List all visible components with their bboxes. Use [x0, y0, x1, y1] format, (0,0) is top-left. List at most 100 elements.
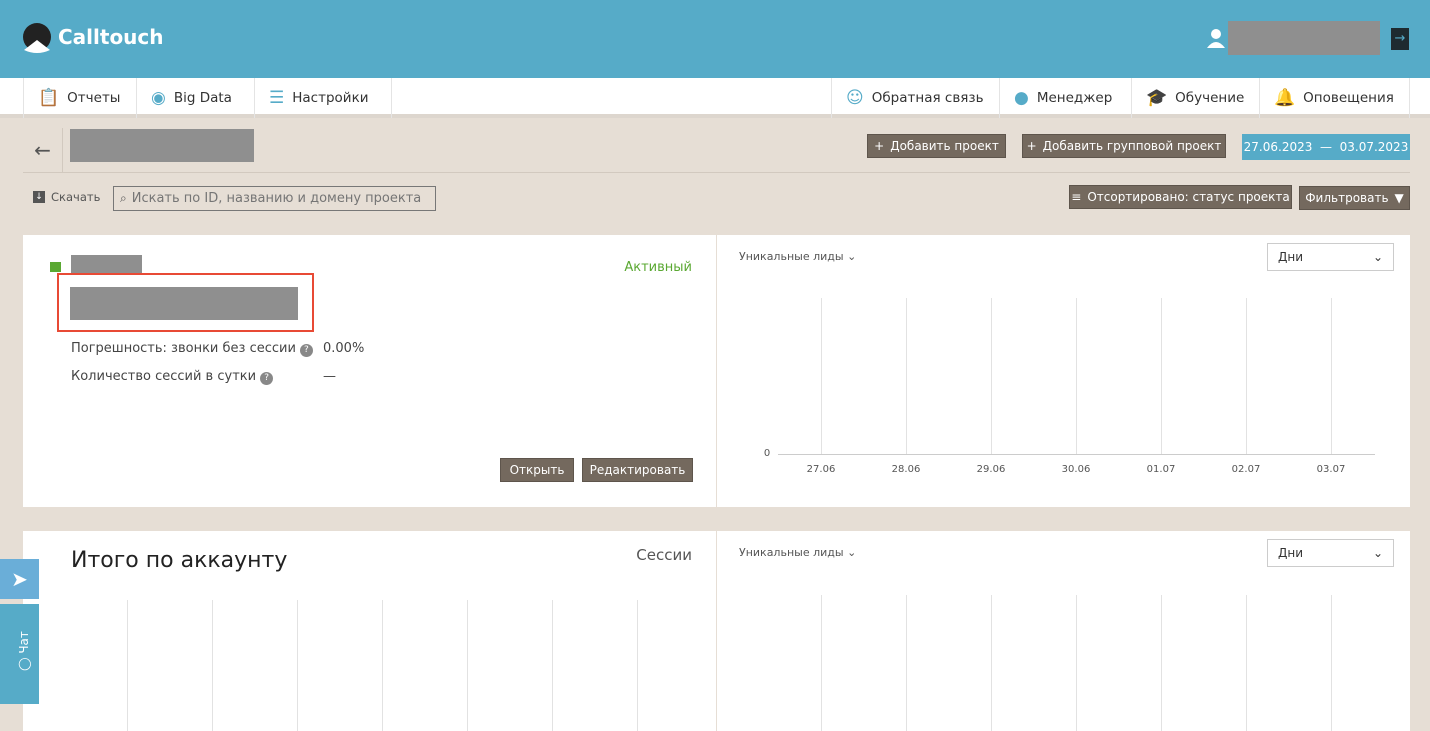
headset-icon: ● — [1014, 88, 1029, 108]
nav-label: Обратная связь — [871, 90, 984, 106]
download-button[interactable]: ↓ Скачать — [33, 190, 100, 204]
nav-reports[interactable]: 📋 Отчеты — [23, 78, 137, 118]
divider — [716, 235, 717, 507]
gridline — [552, 600, 553, 731]
chevron-down-icon: ⌄ — [1372, 546, 1383, 560]
x-tick-label: 02.07 — [1231, 464, 1261, 475]
button-label: Добавить проект — [890, 139, 999, 153]
gridline — [1246, 298, 1247, 454]
add-project-button[interactable]: + Добавить проект — [867, 134, 1006, 158]
x-tick-label: 28.06 — [891, 464, 921, 475]
chevron-down-icon: ⌄ — [1372, 250, 1383, 264]
project-name-redacted[interactable] — [70, 287, 298, 320]
total-title: Итого по аккаунту — [71, 548, 288, 573]
nav-feedback[interactable]: ☺ Обратная связь — [831, 78, 1000, 118]
top-header: Calltouch → — [0, 0, 1430, 78]
main-nav: 📋 Отчеты ◉ Big Data ☰ Настройки ☺ Обратная с… — [0, 78, 1430, 118]
plus-icon: + — [1026, 139, 1037, 153]
plus-icon: + — [874, 139, 885, 153]
filter-button[interactable]: Фильтровать ▼ — [1299, 186, 1410, 210]
telegram-icon[interactable]: ➤ — [0, 559, 39, 599]
gridline — [991, 298, 992, 454]
back-arrow-icon[interactable]: ← — [23, 128, 63, 172]
help-icon[interactable]: ? — [299, 344, 313, 357]
gridline — [1076, 298, 1077, 454]
project-id-redacted — [71, 255, 142, 275]
gridline — [637, 600, 638, 731]
period-select[interactable]: Дни ⌄ — [1267, 243, 1394, 271]
divider — [23, 172, 1410, 173]
label: Уникальные лиды — [739, 546, 844, 559]
gridline — [1246, 595, 1247, 731]
nav-label: Big Data — [173, 90, 232, 106]
error-label: Погрешность: звонки без сессии? — [71, 341, 313, 357]
add-group-project-button[interactable]: + Добавить групповой проект — [1022, 134, 1226, 158]
nav-big-data[interactable]: ◉ Big Data — [137, 78, 255, 118]
divider — [716, 531, 717, 731]
date-range-picker[interactable]: 27.06.2023 — 03.07.2023 — [1242, 134, 1410, 160]
help-icon[interactable]: ? — [260, 372, 274, 385]
edit-button[interactable]: Редактировать — [582, 458, 693, 482]
x-tick-label: 29.06 — [976, 464, 1006, 475]
sessions-label: Количество сессий в сутки? — [71, 369, 274, 385]
sessions-metric[interactable]: Сессии — [636, 546, 692, 564]
nav-label: Оповещения — [1303, 90, 1394, 106]
nav-notifications[interactable]: 🔔 Оповещения — [1260, 78, 1410, 118]
user-name-redacted[interactable] — [1228, 21, 1380, 55]
gridline — [467, 600, 468, 731]
gridline — [297, 600, 298, 731]
label: Погрешность: звонки без сессии — [71, 341, 296, 356]
gridline — [906, 298, 907, 454]
graduation-cap-icon: 🎓 — [1146, 88, 1168, 108]
search-box[interactable]: ⌕ — [113, 186, 436, 211]
gridline — [1076, 595, 1077, 731]
gridline — [127, 600, 128, 731]
feedback-icon: ☺ — [846, 88, 864, 108]
sessions-value: — — [323, 369, 336, 384]
search-icon: ⌕ — [120, 191, 127, 205]
gridline — [821, 298, 822, 454]
nav-learning[interactable]: 🎓 Обучение — [1132, 78, 1260, 118]
gridline — [1331, 298, 1332, 454]
gridline — [212, 600, 213, 731]
nav-manager[interactable]: ● Менеджер — [1000, 78, 1132, 118]
y-tick-label: 0 — [763, 448, 771, 459]
open-button[interactable]: Открыть — [500, 458, 574, 482]
label: Уникальные лиды — [739, 250, 844, 263]
clipboard-icon: 📋 — [38, 88, 60, 108]
sort-button[interactable]: ≡ Отсортировано: статус проекта — [1069, 185, 1292, 209]
metric-dropdown[interactable]: Уникальные лиды ⌄ — [739, 546, 856, 559]
period-select[interactable]: Дни ⌄ — [1267, 539, 1394, 567]
nav-settings[interactable]: ☰ Настройки — [255, 78, 392, 118]
chevron-down-icon: ⌄ — [847, 250, 857, 263]
x-tick-label: 01.07 — [1146, 464, 1176, 475]
download-icon: ↓ — [33, 191, 45, 203]
logout-icon[interactable]: → — [1391, 28, 1409, 50]
nav-label: Менеджер — [1036, 90, 1113, 106]
brand-name[interactable]: Calltouch — [58, 25, 164, 49]
gridline — [1161, 595, 1162, 731]
nav-label: Настройки — [292, 90, 369, 106]
bell-icon: 🔔 — [1274, 88, 1296, 108]
x-tick-label: 30.06 — [1061, 464, 1091, 475]
nav-label: Обучение — [1175, 90, 1245, 106]
gridline — [382, 600, 383, 731]
nav-label: Отчеты — [67, 90, 121, 106]
metric-dropdown[interactable]: Уникальные лиды ⌄ — [739, 250, 856, 263]
button-label: Добавить групповой проект — [1042, 139, 1222, 153]
calltouch-logo-icon — [23, 23, 51, 53]
gridline — [821, 595, 822, 731]
label: Дни — [1278, 546, 1304, 560]
sliders-icon: ☰ — [269, 88, 285, 108]
project-status-icon — [50, 262, 61, 272]
button-label: Фильтровать — [1305, 191, 1389, 205]
search-input[interactable] — [131, 191, 422, 206]
account-name-redacted — [70, 129, 254, 162]
chat-button[interactable]: ◯ Чат — [0, 604, 39, 704]
project-card: Активный Погрешность: звонки без сессии?… — [23, 235, 1410, 507]
x-tick-label: 03.07 — [1316, 464, 1346, 475]
project-status: Активный — [624, 260, 692, 275]
gridline — [1161, 298, 1162, 454]
sort-icon: ≡ — [1071, 190, 1082, 204]
label: Количество сессий в сутки — [71, 369, 257, 384]
